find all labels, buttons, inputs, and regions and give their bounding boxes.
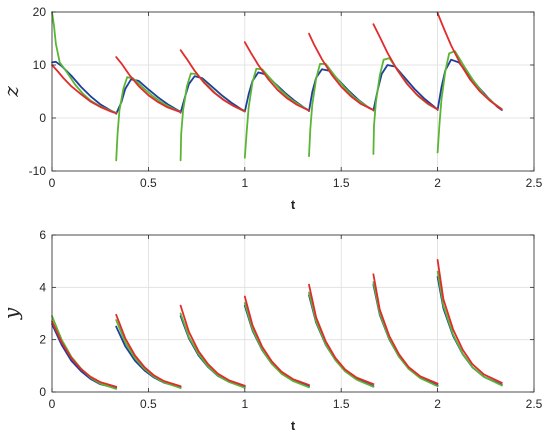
series-line-segment: [372, 23, 439, 111]
series-line-segment: [51, 60, 118, 115]
series-line-segment: [436, 258, 503, 384]
y-tick-label: 0: [39, 111, 46, 125]
series-3: [51, 12, 503, 115]
y-axis-label: z: [0, 86, 23, 98]
series-line-segment: [51, 64, 118, 115]
y-tick-label: 20: [33, 5, 47, 19]
series-line-segment: [243, 302, 310, 389]
x-tick-label: 2: [434, 397, 441, 411]
y-subplot: 0 0.5 1 1.5 2 2.5 0 2 4 6 t y: [0, 228, 543, 433]
y-tick-label: 2: [39, 333, 46, 347]
x-tick-label: 2.5: [526, 176, 543, 190]
x-tick-label: 0: [49, 176, 56, 190]
x-tick-label: 0: [49, 397, 56, 411]
x-axis-label: t: [291, 197, 296, 212]
series-line-segment: [308, 32, 375, 111]
x-tick-label: 0.5: [140, 397, 157, 411]
plot-area: [52, 235, 534, 392]
x-axis-label: t: [291, 418, 296, 433]
x-tick-label: 2: [434, 176, 441, 190]
series-line-segment: [436, 270, 503, 387]
series-line-segment: [243, 41, 310, 112]
y-axis-label: y: [0, 307, 23, 320]
x-tick-label: 1: [241, 397, 248, 411]
x-tick-label: 2.5: [526, 397, 543, 411]
axes-box: [51, 234, 535, 393]
y-tick-label: 4: [39, 280, 46, 294]
series-line-segment: [179, 304, 246, 387]
series-line-segment: [308, 283, 375, 386]
y-tick-label: 6: [39, 228, 46, 242]
series-line-segment: [179, 49, 246, 113]
series-line-segment: [436, 12, 503, 111]
x-tick-label: 1.5: [333, 176, 350, 190]
x-tick-label: 0.5: [140, 176, 157, 190]
plot-area: [52, 12, 534, 171]
series-line-segment: [372, 281, 439, 388]
series-line-segment: [115, 313, 182, 388]
series-line-segment: [115, 78, 182, 115]
axes-box: [51, 11, 535, 172]
series-line-segment: [372, 273, 439, 385]
series-line-segment: [51, 320, 118, 388]
series-line-segment: [179, 312, 246, 389]
series-3: [51, 258, 503, 388]
series-line-segment: [243, 295, 310, 386]
series-2: [51, 270, 503, 390]
y-tick-label: 10: [33, 58, 47, 72]
y-tick-label: 0: [39, 385, 46, 399]
y-tick-label: -10: [29, 164, 47, 178]
x-tick-label: 1: [241, 176, 248, 190]
series-line-segment: [115, 319, 182, 389]
x-tick-label: 1.5: [333, 397, 350, 411]
series-line-segment: [308, 291, 375, 388]
series-line-segment: [115, 56, 182, 114]
